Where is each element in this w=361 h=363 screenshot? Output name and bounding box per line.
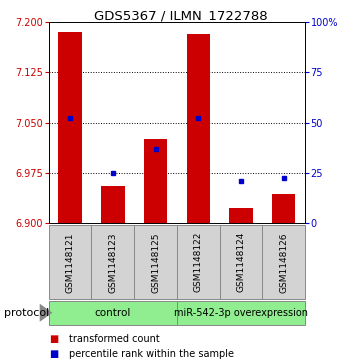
Bar [262,225,305,299]
Bar [134,225,177,299]
Text: percentile rank within the sample: percentile rank within the sample [69,349,234,359]
Bar [219,225,262,299]
Bar [49,301,177,325]
Text: control: control [95,308,131,318]
Bar [144,139,167,223]
Bar [272,194,295,223]
Text: ■: ■ [49,334,58,344]
Text: GSM1148122: GSM1148122 [194,232,203,293]
Bar [91,225,134,299]
Bar [229,208,253,223]
Text: GSM1148123: GSM1148123 [108,232,117,293]
Text: GSM1148126: GSM1148126 [279,232,288,293]
Bar [177,225,219,299]
Text: GDS5367 / ILMN_1722788: GDS5367 / ILMN_1722788 [94,9,267,22]
Text: ■: ■ [49,349,58,359]
Text: GSM1148124: GSM1148124 [236,232,245,293]
Bar [177,301,305,325]
Bar [187,34,210,223]
Text: protocol: protocol [4,308,49,318]
Bar [49,225,91,299]
Polygon shape [40,303,52,322]
Text: GSM1148121: GSM1148121 [66,232,75,293]
Bar [58,32,82,223]
Text: miR-542-3p overexpression: miR-542-3p overexpression [174,308,308,318]
Text: transformed count: transformed count [69,334,159,344]
Bar [101,186,125,223]
Text: GSM1148125: GSM1148125 [151,232,160,293]
